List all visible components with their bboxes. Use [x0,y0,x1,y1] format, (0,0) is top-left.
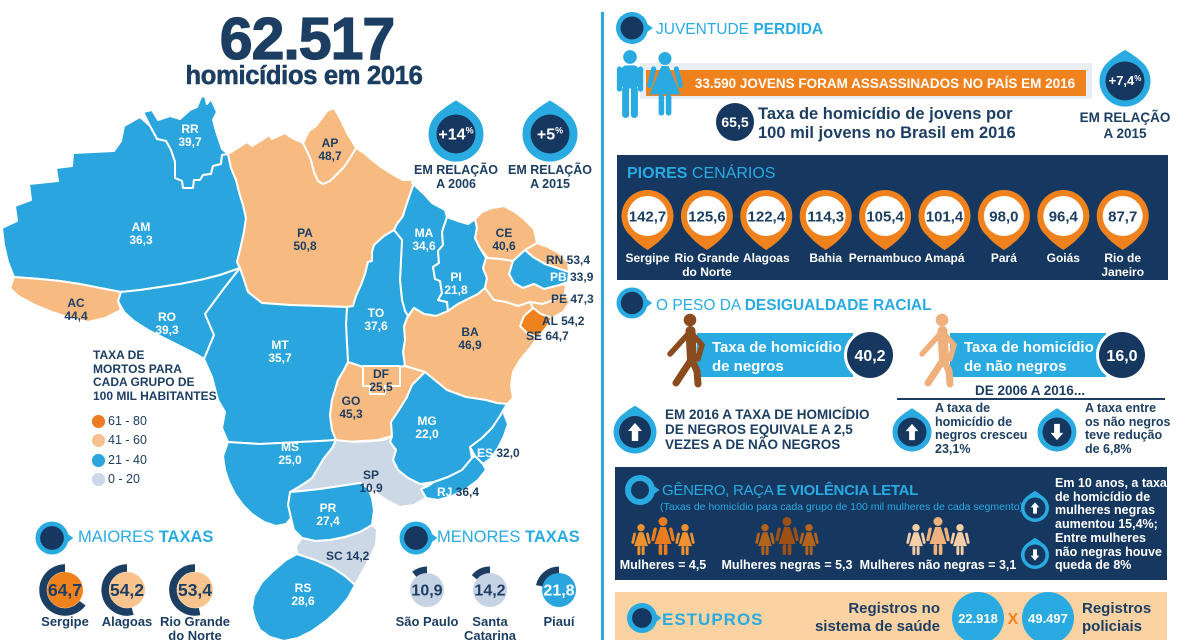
svg-text:114,3: 114,3 [807,209,844,226]
svg-text:SE 64,7: SE 64,7 [526,329,569,343]
svg-text:Pará: Pará [991,251,1017,265]
svg-text:PE 47,3: PE 47,3 [551,292,594,306]
svg-text:Bahia: Bahia [809,251,842,265]
svg-text:125,6: 125,6 [688,209,726,226]
svg-text:Sergipe: Sergipe [41,614,89,629]
svg-text:+7,4%: +7,4% [1109,73,1142,88]
svg-text:101,4: 101,4 [926,209,964,226]
svg-text:Amapá: Amapá [924,251,964,265]
svg-text:122,4: 122,4 [748,209,786,226]
svg-text:Sergipe: Sergipe [625,251,669,265]
svg-text:São Paulo: São Paulo [396,614,459,629]
svg-text:Rio Grande: Rio Grande [675,251,740,265]
svg-text:53,4: 53,4 [178,580,212,600]
svg-text:Rio de: Rio de [1104,251,1141,265]
svg-text:Santa: Santa [472,614,508,629]
svg-text:Piauí: Piauí [543,614,574,629]
svg-text:Janeiro: Janeiro [1101,265,1144,279]
svg-text:X: X [1008,611,1019,628]
svg-text:87,7: 87,7 [1108,209,1137,226]
svg-text:Catarina: Catarina [464,628,517,640]
svg-text:Pernambuco: Pernambuco [849,251,922,265]
svg-text:Alagoas: Alagoas [743,251,790,265]
svg-text:64,7: 64,7 [48,580,82,600]
svg-text:21,8: 21,8 [543,583,574,600]
svg-text:49.497: 49.497 [1028,611,1068,626]
svg-text:10,9: 10,9 [411,583,442,600]
svg-text:RN 53,4: RN 53,4 [546,253,590,267]
svg-text:do Norte: do Norte [168,628,221,640]
svg-text:do Norte: do Norte [682,265,732,279]
svg-text:ES 32,0: ES 32,0 [477,446,520,460]
svg-text:54,2: 54,2 [110,580,144,600]
svg-text:33.590 JOVENS FORAM ASSASSINAD: 33.590 JOVENS FORAM ASSASSINADOS NO PAÍS… [695,76,1076,91]
svg-text:+14%: +14% [438,126,473,144]
svg-text:Alagoas: Alagoas [102,614,153,629]
svg-text:Mulheres negras = 5,3: Mulheres negras = 5,3 [722,558,853,572]
svg-text:Mulheres não negras = 3,1: Mulheres não negras = 3,1 [860,558,1017,572]
svg-text:96,4: 96,4 [1049,209,1079,226]
svg-text:142,7: 142,7 [629,209,667,226]
svg-text:98,0: 98,0 [989,209,1018,226]
svg-text:65,5: 65,5 [721,114,748,130]
svg-text:16,0: 16,0 [1106,348,1137,365]
svg-text:PB 33,9: PB 33,9 [550,270,594,284]
svg-text:SC 14,2: SC 14,2 [326,549,370,563]
svg-text:Goiás: Goiás [1047,251,1081,265]
svg-text:RJ 36,4: RJ 36,4 [437,485,479,499]
svg-text:Rio Grande: Rio Grande [160,614,230,629]
svg-text:14,2: 14,2 [474,583,505,600]
svg-text:AL 54,2: AL 54,2 [542,314,585,328]
svg-text:40,2: 40,2 [854,348,885,365]
svg-text:22.918: 22.918 [958,611,998,626]
svg-text:Mulheres = 4,5: Mulheres = 4,5 [620,558,707,572]
svg-text:105,4: 105,4 [866,209,904,226]
